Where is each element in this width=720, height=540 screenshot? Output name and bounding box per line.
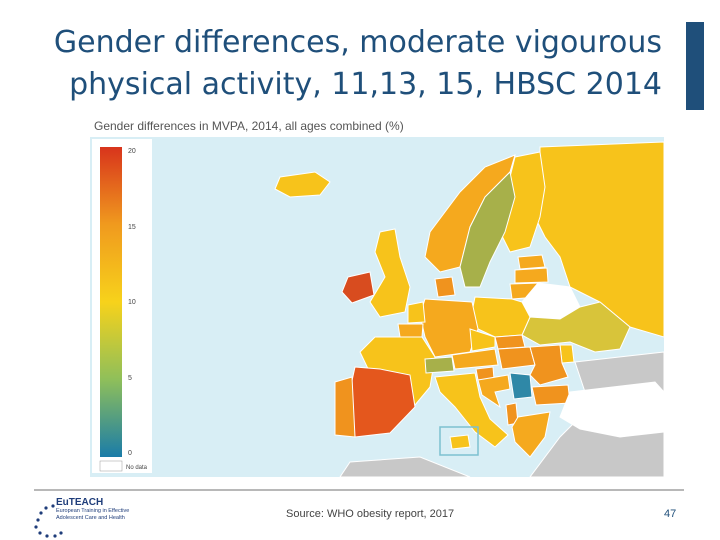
country-bulgaria: [531, 384, 571, 406]
map-caption: Gender differences in MVPA, 2014, all ag…: [94, 119, 404, 133]
legend-tick-label: 0: [128, 450, 132, 457]
country-netherlands: [407, 301, 426, 324]
legend-tick-label: 5: [128, 375, 132, 382]
malta-inset-frame: [439, 426, 479, 456]
source-note: Source: WHO obesity report, 2017: [286, 508, 455, 520]
country-hungary: [497, 346, 536, 370]
slide-title-line-1: Gender differences, moderate vigourous: [53, 25, 662, 60]
legend-color-ramp: [100, 147, 122, 457]
country-spain: [347, 366, 416, 438]
title-accent-bar: [686, 22, 704, 110]
legend-no-data-label: No data: [126, 465, 148, 471]
country-latvia: [514, 267, 549, 284]
europe-map: 20 15 10 5 0 No data: [90, 137, 664, 477]
country-denmark: [434, 276, 456, 298]
land-non-study-north-africa: [339, 456, 471, 477]
slide-title-line-2: physical activity, 11,13, 15, HBSC 2014: [69, 67, 662, 102]
country-ireland: [341, 271, 375, 304]
europe-map-svg: 20 15 10 5 0 No data: [92, 139, 664, 477]
country-sweden: [459, 170, 516, 288]
country-greece: [511, 411, 551, 458]
country-croatia: [477, 374, 511, 409]
country-turkey: [559, 381, 664, 438]
country-poland: [471, 296, 531, 338]
country-serbia: [509, 372, 533, 400]
star-circle-icon: [34, 504, 63, 538]
footer-divider: [34, 489, 684, 491]
page-number: 47: [664, 508, 677, 520]
country-ukraine: [521, 301, 631, 353]
logo-subtitle: European Training in Effective Adolescen…: [56, 508, 130, 521]
country-iceland: [274, 171, 331, 198]
legend-no-data-swatch: [99, 460, 123, 472]
country-portugal: [334, 376, 356, 438]
country-switzerland: [424, 356, 455, 374]
legend-tick-label: 15: [128, 224, 136, 231]
country-czechia: [469, 328, 496, 352]
legend-tick-label: 20: [128, 148, 136, 155]
country-slovakia: [494, 334, 526, 350]
logo-name: EuTEACH: [56, 497, 104, 508]
country-italy: [434, 372, 509, 448]
country-romania: [529, 344, 569, 386]
slide-title: Gender differences, moderate vigourous p…: [40, 22, 662, 106]
country-austria: [451, 348, 499, 370]
legend-tick-label: 10: [128, 299, 136, 306]
country-belgium: [397, 323, 424, 338]
country-estonia: [517, 254, 546, 270]
country-malta: [449, 434, 471, 450]
euteach-logo: [34, 504, 63, 538]
country-united-kingdom: [369, 228, 411, 318]
